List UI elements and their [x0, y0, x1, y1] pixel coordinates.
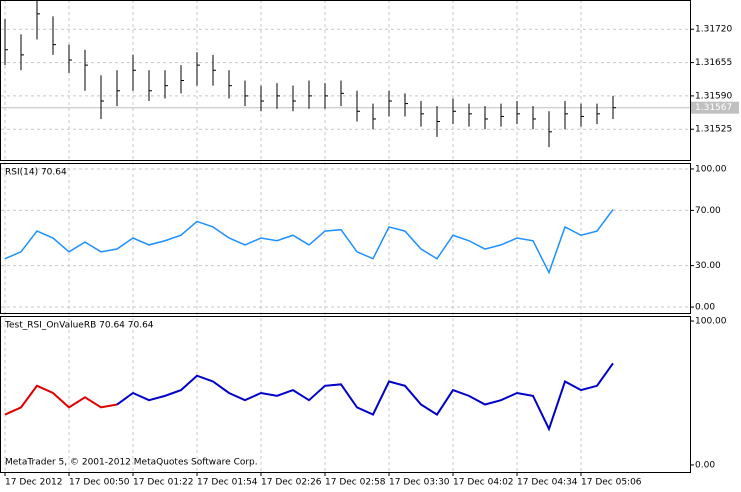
indicator-line: [116, 362, 614, 432]
y-tick-label: 100.00: [695, 164, 727, 174]
x-tick-label: 17 Dec 05:06: [581, 478, 642, 488]
pane-frame: [0, 163, 691, 314]
indicator-line: [4, 209, 614, 275]
y-tick-label: 0.00: [695, 303, 715, 313]
copyright: MetaTrader 5, © 2001-2012 MetaQuotes Sof…: [5, 458, 258, 468]
y-tick-label: 1.31525: [695, 125, 732, 135]
pane-title: Test_RSI_OnValueRB 70.64 70.64: [4, 321, 154, 331]
y-tick-label: 1.31590: [695, 91, 732, 101]
pane-frame: [0, 316, 691, 473]
x-tick-label: 17 Dec 02:58: [325, 478, 386, 488]
y-tick-label: 100.00: [695, 317, 727, 327]
x-tick-label: 17 Dec 01:22: [133, 478, 194, 488]
x-tick-label: 17 Dec 04:34: [517, 478, 578, 488]
y-tick-label: 70.00: [695, 206, 721, 216]
y-tick-label: 1.31720: [695, 25, 732, 35]
x-tick-label: 17 Dec 02:26: [261, 478, 322, 488]
x-tick-label: 17 Dec 00:50: [69, 478, 130, 488]
y-tick-label: 30.00: [695, 261, 721, 271]
y-tick-label: 1.31655: [695, 58, 732, 68]
pane-frame: [0, 0, 691, 161]
x-tick-label: 17 Dec 04:02: [453, 478, 514, 488]
indicator-line: [4, 384, 118, 416]
x-tick-label: 17 Dec 03:30: [389, 478, 450, 488]
x-tick-label: 17 Dec 2012: [5, 478, 63, 488]
x-tick-label: 17 Dec 01:54: [197, 478, 258, 488]
last-price-label: 1.31567: [695, 103, 732, 113]
last-price-box: [691, 101, 739, 114]
y-tick-label: 0.00: [695, 460, 715, 470]
pane-title: RSI(14) 70.64: [5, 168, 67, 178]
